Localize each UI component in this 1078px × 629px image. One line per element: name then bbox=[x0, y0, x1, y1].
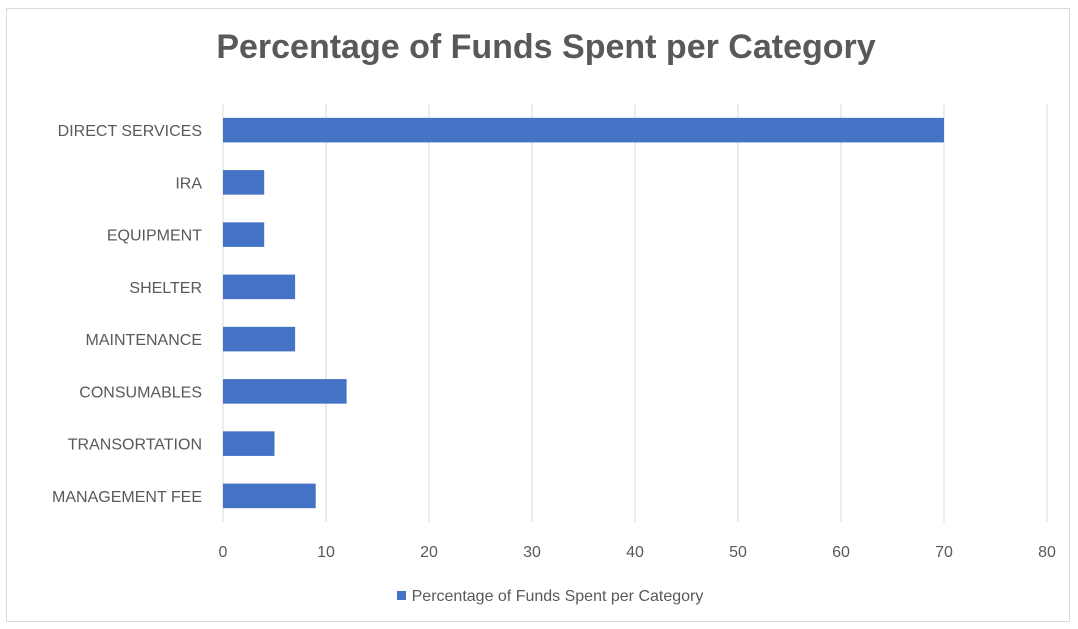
x-tick-label-50: 50 bbox=[729, 544, 747, 561]
bar-equipment bbox=[223, 222, 265, 247]
bar-shelter bbox=[223, 274, 296, 300]
bar-management-fee bbox=[223, 483, 316, 509]
category-label-equipment: EQUIPMENT bbox=[107, 228, 202, 245]
bar-ira bbox=[223, 170, 265, 195]
category-label-shelter: SHELTER bbox=[129, 280, 202, 297]
bar-direct-services bbox=[223, 117, 944, 143]
x-tick-label-10: 10 bbox=[317, 544, 335, 561]
x-tick-label-80: 80 bbox=[1038, 544, 1056, 561]
x-tick-label-40: 40 bbox=[626, 544, 644, 561]
category-label-maintenance: MAINTENANCE bbox=[86, 332, 202, 349]
chart-title: Percentage of Funds Spent per Category bbox=[216, 28, 876, 66]
chart-frame bbox=[6, 8, 1070, 622]
x-tick-label-30: 30 bbox=[523, 544, 541, 561]
category-label-direct-services: DIRECT SERVICES bbox=[58, 123, 202, 140]
legend-label: Percentage of Funds Spent per Category bbox=[411, 588, 704, 605]
category-label-consumables: CONSUMABLES bbox=[79, 384, 202, 401]
x-tick-label-0: 0 bbox=[219, 544, 228, 561]
x-tick-label-60: 60 bbox=[832, 544, 850, 561]
x-tick-label-20: 20 bbox=[420, 544, 438, 561]
category-label-management-fee: MANAGEMENT FEE bbox=[52, 489, 202, 506]
legend-swatch bbox=[396, 591, 406, 600]
bar-maintenance bbox=[223, 326, 296, 352]
bar-transortation bbox=[223, 431, 275, 456]
category-label-ira: IRA bbox=[175, 175, 202, 192]
legend: Percentage of Funds Spent per Category bbox=[0, 588, 1078, 606]
bar-consumables bbox=[223, 379, 347, 404]
category-label-transortation: TRANSORTATION bbox=[68, 437, 202, 454]
x-tick-label-70: 70 bbox=[935, 544, 953, 561]
